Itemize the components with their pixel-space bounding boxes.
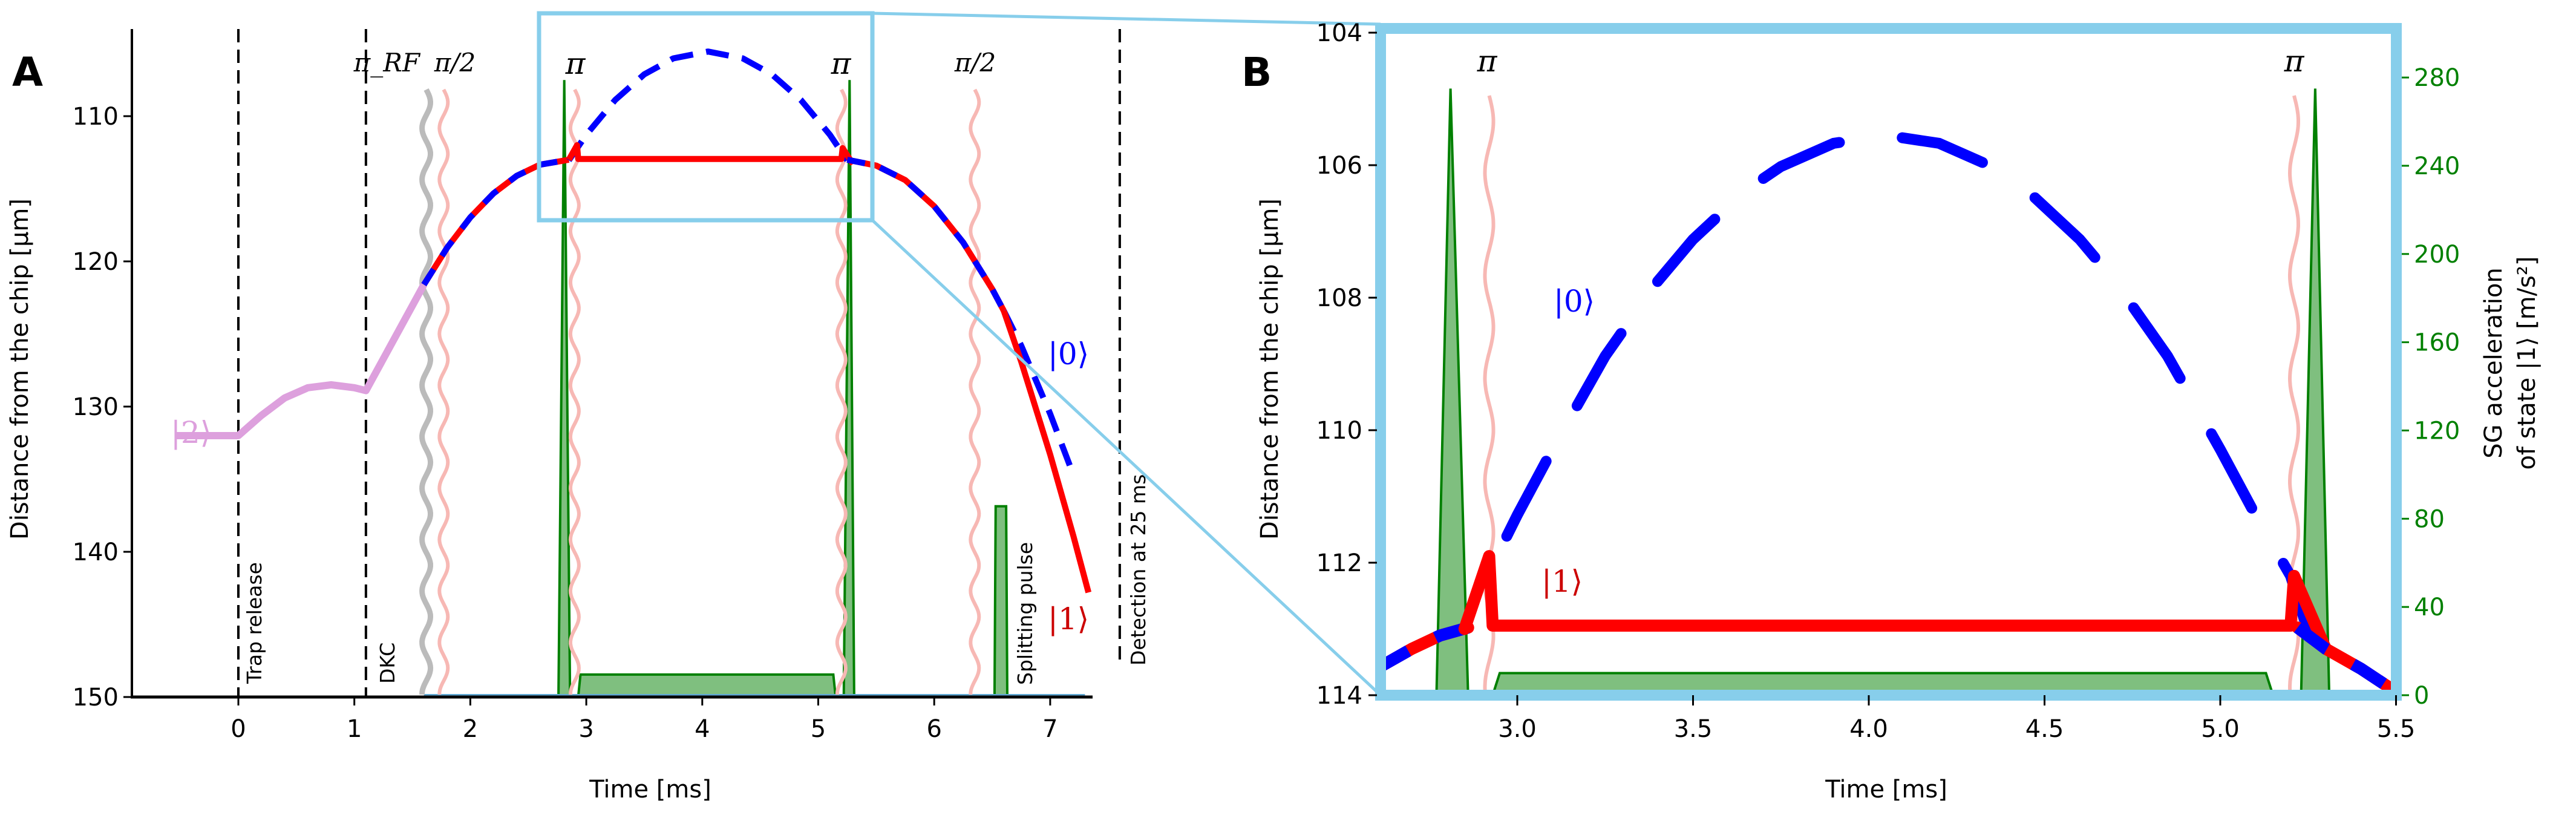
y2-tick-label-b: 120: [2414, 417, 2460, 445]
rf-pulse-wave-3: [835, 88, 848, 695]
sg-pulse-b-0: [1435, 88, 1469, 695]
y2-axis-label-line1: SG acceleration: [2480, 267, 2508, 459]
y2-axis-label-line2: of state |1⟩ [m/s²]: [2513, 256, 2541, 470]
inset-frame: [1375, 23, 2402, 701]
inset-connector-top: [872, 11, 1381, 26]
y2-tick-label-b: 200: [2414, 241, 2460, 269]
inset-region-box: [537, 11, 875, 223]
annotation-dkc: DKC: [376, 643, 399, 684]
trajectories-a: [174, 48, 1092, 594]
pi-rf-label: π_RF: [353, 48, 421, 77]
x-tick-label-a: 0: [230, 715, 246, 743]
event-lines-a: [237, 29, 1121, 697]
trajectory-|1⟩-fall: [1001, 309, 1092, 594]
sg-pulse-b-1: [1491, 672, 2275, 695]
trajectory-|1⟩: [566, 142, 856, 166]
pi-half-label-2: π/2: [954, 48, 996, 77]
y-axis-label-a: Distance from the chip [µm]: [6, 198, 34, 540]
y-tick-label-a: 140: [73, 538, 119, 566]
rf-pulse-wave-4: [969, 88, 981, 695]
pi-label-b-1: π: [1477, 44, 1498, 79]
trajectory-state-1: [1458, 550, 2332, 655]
y-tick-label-b: 114: [1316, 682, 1362, 710]
x-tick-label-a: 2: [463, 715, 478, 743]
rf-pulses-a: [419, 88, 981, 695]
trajectory-common-left-blue: [1381, 621, 1470, 674]
y-tick-label-b: 106: [1316, 152, 1362, 180]
x-tick-label-b: 5.0: [2201, 715, 2240, 743]
y2-tick-label-b: 80: [2414, 505, 2445, 533]
panel-label-a: A: [12, 49, 43, 96]
pi-label-b-2: π: [2284, 44, 2305, 79]
y-tick-label-b: 104: [1316, 19, 1362, 47]
pi-half-label-1: π/2: [434, 48, 476, 77]
x-tick-label-b: 5.5: [2377, 715, 2416, 743]
panel-b: 3.0 3.5 4.0 4.5 5.0 5.5 104 106 108 110 112 114 0 40 8…: [1241, 19, 2541, 804]
rf-pulse-wave-2: [568, 88, 581, 695]
x-tick-label-a: 3: [578, 715, 593, 743]
trajectory-common-right-blue: [2293, 623, 2396, 695]
y2-tick-label-b: 40: [2414, 594, 2445, 621]
y-tick-label-a: 130: [73, 393, 119, 421]
x-tick-label-b: 4.5: [2025, 715, 2064, 743]
trajectory-state-0: [1501, 129, 2314, 637]
x-tick-label-a: 4: [695, 715, 710, 743]
sg-pulse-2: [842, 80, 855, 698]
dkc-pulse-wave: [419, 88, 434, 695]
rf-pulse-wave-1: [437, 88, 450, 695]
y-tick-label-b: 110: [1316, 417, 1362, 445]
ket-1-label-b: |1⟩: [1541, 564, 1583, 599]
trajectory-common-fall-red: [846, 157, 1007, 312]
sg-pulse-1: [577, 673, 837, 698]
sg-pulse-b-2: [2300, 88, 2331, 695]
sg-pulse-3: [993, 505, 1009, 698]
pi-label-1: π: [565, 46, 586, 81]
y-tick-label-b: 112: [1316, 549, 1362, 577]
panel-a: 0 1 2 3 4 5 6 7 110 120 130 140 150 A Distance from …: [6, 11, 1150, 804]
trajectory-|2⟩: [174, 283, 427, 439]
annotation-detection: Detection at 25 ms: [1126, 474, 1150, 666]
x-tick-label-a: 1: [347, 715, 362, 743]
x-axis-label-b: Time [ms]: [1825, 776, 1947, 804]
sg-acceleration-b: [1435, 88, 2331, 695]
ket-0-label-a: |0⟩: [1048, 336, 1089, 371]
y2-tick-label-b: 280: [2414, 64, 2460, 92]
y2-tick-label-b: 160: [2414, 329, 2460, 357]
axes-b: 3.0 3.5 4.0 4.5 5.0 5.5 104 106 108 110 112 114 0 40 8…: [1316, 19, 2460, 743]
y-tick-label-a: 120: [73, 248, 119, 276]
y-tick-label-a: 110: [73, 103, 119, 131]
annotation-trap-release: Trap release: [243, 562, 266, 684]
ket-0-label-b: |0⟩: [1554, 284, 1595, 319]
y-axis-label-b: Distance from the chip [µm]: [1256, 198, 1284, 540]
axes-a: 0 1 2 3 4 5 6 7 110 120 130 140 150: [73, 29, 1093, 743]
y-tick-label-a: 150: [73, 684, 119, 712]
sg-pulse-0: [557, 80, 572, 698]
ket-1-label-a: |1⟩: [1048, 601, 1089, 637]
y2-tick-label-b: 240: [2414, 152, 2460, 180]
x-axis-label-a: Time [ms]: [589, 776, 711, 804]
y-tick-label-b: 108: [1316, 284, 1362, 312]
panel-label-b: B: [1241, 49, 1272, 96]
x-tick-label-a: 5: [811, 715, 826, 743]
sg-acceleration-a: [423, 80, 1085, 698]
trajectory-|0⟩: [566, 48, 850, 162]
ket-2-label: |2⟩: [171, 415, 212, 450]
x-tick-label-a: 6: [926, 715, 941, 743]
trajectories-b: [1381, 129, 2396, 695]
annotation-splitting-pulse: Splitting pulse: [1013, 542, 1037, 685]
y2-tick-label-b: 0: [2414, 682, 2429, 710]
x-tick-label-a: 7: [1042, 715, 1058, 743]
x-tick-label-b: 3.0: [1498, 715, 1537, 743]
inset-connector-bottom: [871, 219, 1382, 696]
x-tick-label-b: 3.5: [1674, 715, 1713, 743]
pi-label-2: π: [831, 46, 852, 81]
x-tick-label-b: 4.0: [1849, 715, 1888, 743]
